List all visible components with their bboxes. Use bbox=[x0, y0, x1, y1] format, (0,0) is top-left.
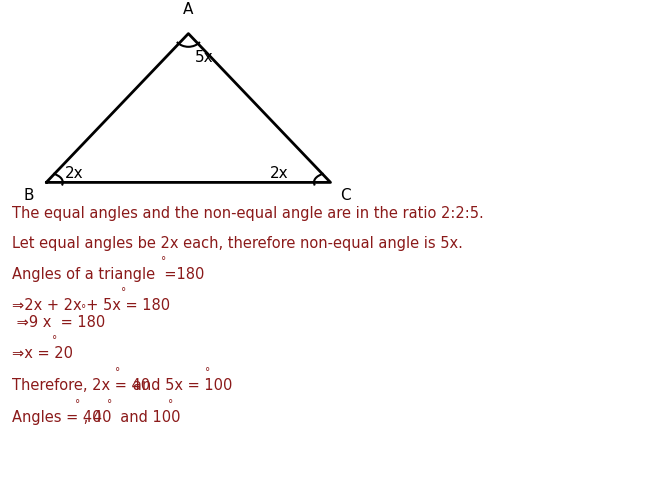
Text: °: ° bbox=[204, 367, 210, 377]
Text: Angles of a triangle  =180: Angles of a triangle =180 bbox=[12, 267, 204, 282]
Text: A: A bbox=[183, 2, 194, 17]
Text: °: ° bbox=[161, 256, 166, 266]
Text: °: ° bbox=[169, 399, 174, 409]
Text: °: ° bbox=[52, 335, 57, 345]
Text: °: ° bbox=[107, 399, 112, 409]
Text: Therefore, 2x = 40: Therefore, 2x = 40 bbox=[12, 378, 150, 394]
Text: and 5x = 100: and 5x = 100 bbox=[119, 378, 232, 394]
Text: 2x: 2x bbox=[270, 166, 288, 180]
Text: Let equal angles be 2x each, therefore non-equal angle is 5x.: Let equal angles be 2x each, therefore n… bbox=[12, 236, 463, 251]
Text: °: ° bbox=[120, 287, 126, 297]
Text: B: B bbox=[24, 188, 34, 203]
Text: C: C bbox=[340, 188, 351, 203]
Text: 2x: 2x bbox=[65, 166, 83, 180]
Text: °: ° bbox=[115, 367, 120, 377]
Text: , 40: , 40 bbox=[79, 410, 111, 425]
Text: and 100: and 100 bbox=[111, 410, 186, 425]
Text: ⇒9 x  = 180: ⇒9 x = 180 bbox=[12, 315, 105, 330]
Text: °: ° bbox=[75, 399, 80, 409]
Text: ⇒2x + 2x + 5x = 180: ⇒2x + 2x + 5x = 180 bbox=[12, 298, 170, 313]
Text: ⇒x = 20: ⇒x = 20 bbox=[12, 346, 73, 361]
Text: °: ° bbox=[81, 304, 86, 314]
Text: 5x: 5x bbox=[195, 50, 214, 65]
Text: The equal angles and the non-equal angle are in the ratio 2:2:5.: The equal angles and the non-equal angle… bbox=[12, 206, 484, 221]
Text: Angles = 40: Angles = 40 bbox=[12, 410, 101, 425]
